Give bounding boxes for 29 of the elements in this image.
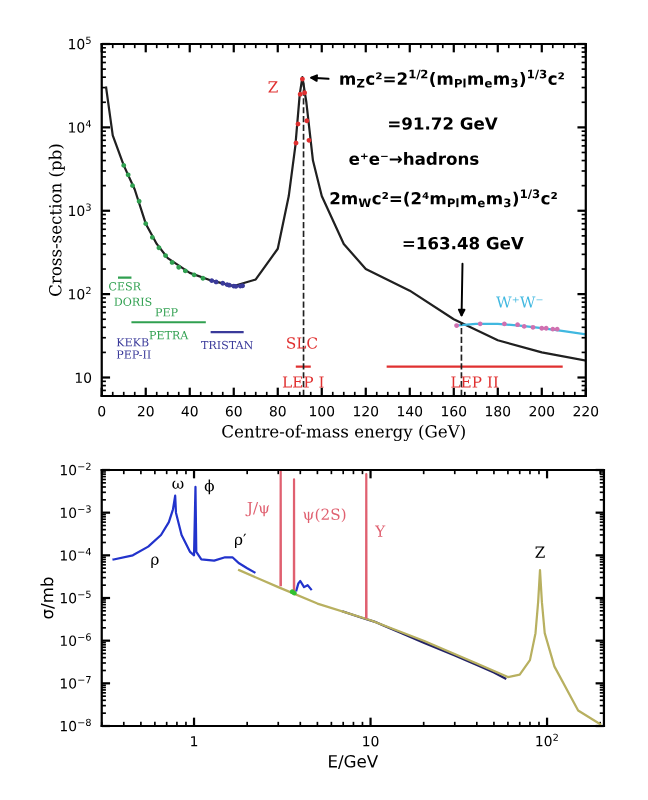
point [136, 198, 142, 204]
point [304, 118, 310, 124]
point [200, 275, 206, 281]
point [149, 234, 155, 240]
point [182, 268, 188, 274]
point [121, 162, 127, 168]
point [156, 245, 162, 251]
point [302, 90, 308, 96]
point [543, 325, 549, 331]
point [530, 324, 536, 330]
point [477, 321, 483, 327]
point [125, 172, 131, 178]
point [306, 137, 312, 143]
point [176, 264, 182, 270]
text: m$_{Z}$c²=2$^{1/2}$(m$_{Pl}$m$_{e}$m$_{3}$)$^{1/3}$c² [340, 69, 564, 88]
y-axis-title: σ/mb [40, 577, 55, 619]
y-axis-title: Cross-section (pb) [48, 144, 65, 296]
annotation: =163.48 GeV [403, 236, 524, 250]
point [539, 325, 545, 331]
point [501, 321, 507, 327]
text: 2m$_{W}$c²=(2⁴m$_{Pl}$m$_{e}$m$_{3}$)$^{1/3}$c² [330, 189, 557, 208]
point [297, 91, 303, 97]
point [554, 326, 560, 332]
annotation: e⁺e⁻→hadrons [349, 152, 479, 165]
point [143, 221, 149, 227]
annotation: =91.72 GeV [389, 117, 498, 130]
x-axis-title: E/GeV [329, 755, 379, 769]
x-axis-title: Centre-of-mass energy (GeV) [222, 424, 465, 442]
point [550, 326, 556, 332]
